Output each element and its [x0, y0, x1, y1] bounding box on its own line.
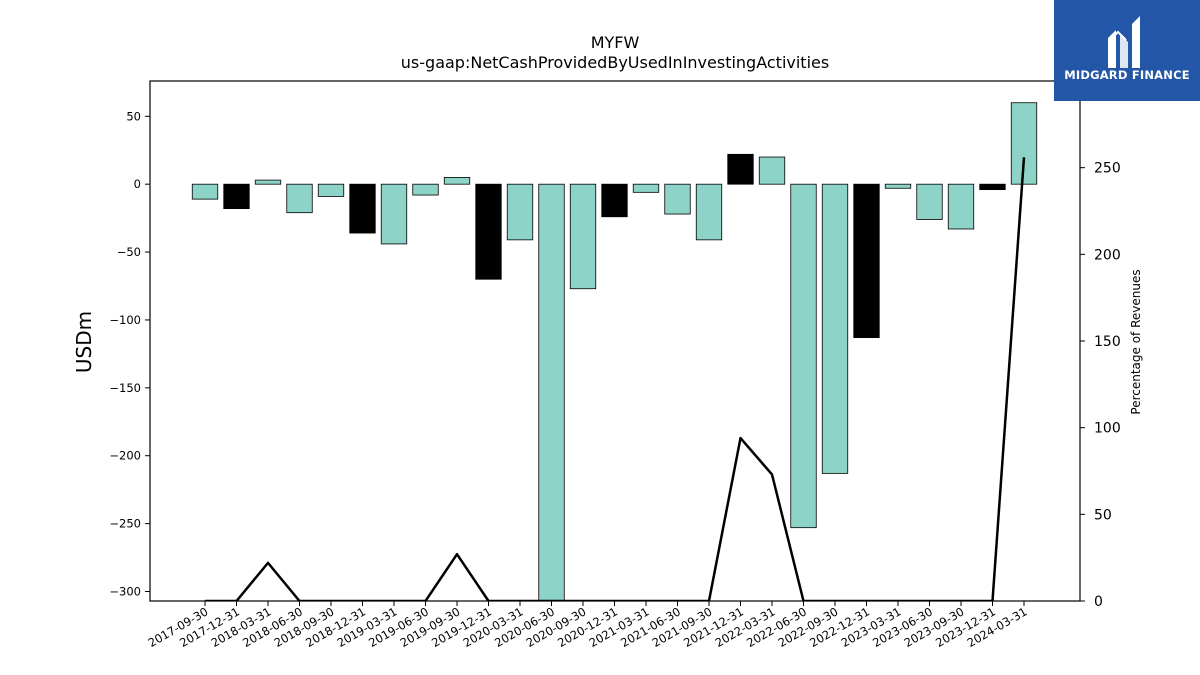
y-tick-label: −250 — [109, 517, 141, 531]
bar-2020-09-30 — [569, 183, 597, 290]
bar-2018-12-31 — [349, 183, 376, 234]
chart-title: MYFW — [591, 33, 640, 52]
y-tick-label: 50 — [126, 109, 141, 123]
y-tick-label: −100 — [109, 313, 141, 327]
bar-2020-12-31 — [601, 183, 628, 218]
y2-tick-label: 0 — [1094, 594, 1103, 610]
bar-2018-03-31 — [254, 179, 282, 185]
axes-layer: 50 0 −50 −100 −150 −200 −250 −300 250 200 150 100 50… — [109, 80, 1121, 650]
bar-2020-06-30 — [538, 183, 565, 601]
revenue-percentage-line — [205, 157, 1026, 601]
bar-2023-03-31 — [884, 183, 912, 189]
bar-2019-06-30 — [412, 183, 439, 196]
bar-2021-06-30 — [664, 183, 691, 215]
brand-name: MIDGARD FINANCE — [1064, 68, 1190, 82]
midgard-logo-icon — [1108, 16, 1140, 68]
bar-2022-06-30 — [790, 183, 817, 529]
bar-2017-12-31 — [223, 183, 250, 210]
bar-2022-12-31 — [853, 183, 880, 339]
bar-2017-09-30 — [191, 183, 219, 200]
y2-tick-label: 50 — [1094, 507, 1112, 523]
y-tick-label: −300 — [109, 584, 141, 598]
y2-tick-label: 250 — [1094, 161, 1121, 177]
chart-subtitle: us-gaap:NetCashProvidedByUsedInInvesting… — [401, 53, 829, 72]
y2-tick-label: 200 — [1094, 247, 1121, 263]
bar-2023-06-30 — [916, 183, 943, 220]
bar-2021-03-31 — [632, 183, 660, 193]
bar-2023-12-31 — [979, 183, 1006, 191]
line-layer — [205, 157, 1026, 601]
bar-2019-09-30 — [443, 176, 471, 185]
bar-2021-09-30 — [695, 183, 723, 241]
bar-2020-03-31 — [506, 183, 534, 241]
y-tick-label: 0 — [134, 177, 141, 191]
y-tick-label: −200 — [109, 449, 141, 463]
bar-2022-09-30 — [821, 183, 849, 474]
y-tick-label: −50 — [117, 245, 141, 259]
bar-2019-03-31 — [380, 183, 408, 245]
bars-layer — [191, 102, 1038, 601]
y2-tick-label: 100 — [1094, 421, 1121, 437]
bar-2022-03-31 — [758, 156, 786, 185]
bar-2021-12-31 — [727, 153, 754, 185]
y2-tick-label: 150 — [1094, 334, 1121, 350]
bar-2019-12-31 — [475, 183, 502, 280]
bar-2018-09-30 — [317, 183, 345, 197]
bar-2023-09-30 — [947, 183, 975, 230]
bar-2018-06-30 — [286, 183, 313, 214]
plot-frame — [149, 80, 1081, 602]
y-tick-label: −150 — [109, 381, 141, 395]
y2-axis-label: Percentage of Revenues — [1129, 269, 1143, 414]
y-axis-label: USDm — [72, 311, 96, 373]
